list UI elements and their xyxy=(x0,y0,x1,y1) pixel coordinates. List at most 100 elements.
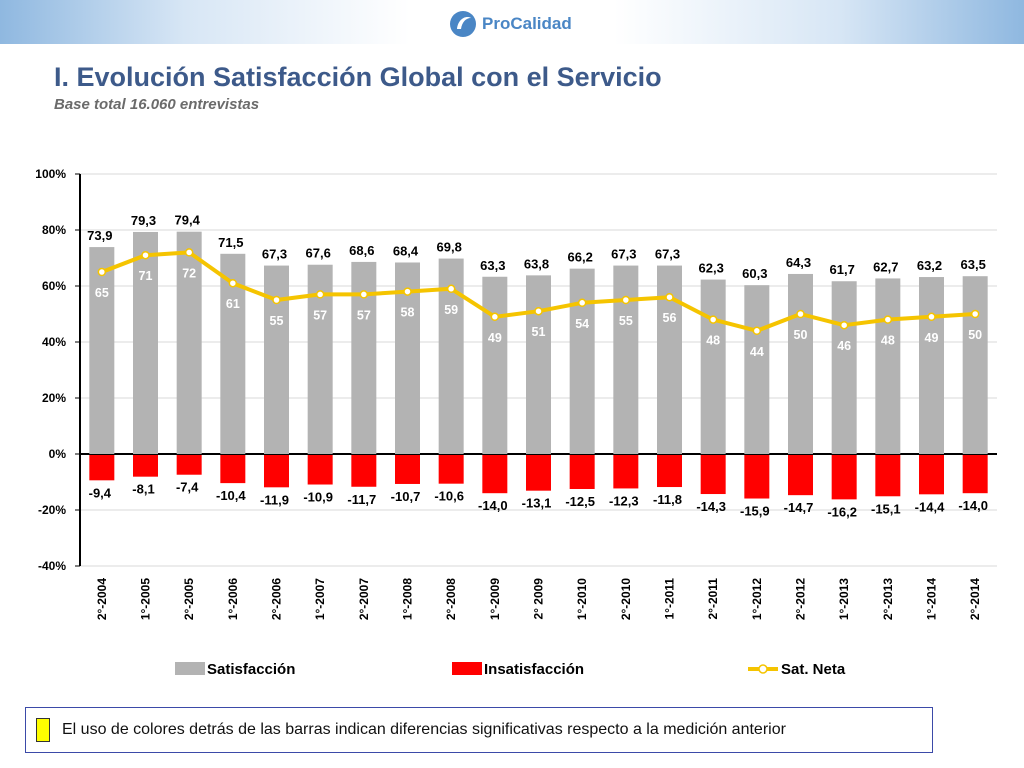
satisfaction-label: 66,2 xyxy=(568,250,593,265)
dissatisfaction-label: -14,4 xyxy=(915,499,945,514)
satisfaction-label: 61,7 xyxy=(830,262,855,277)
dissatisfaction-bar xyxy=(176,455,202,475)
dissatisfaction-label: -14,7 xyxy=(784,500,814,515)
dissatisfaction-label: -11,9 xyxy=(260,492,289,507)
net-label: 49 xyxy=(488,331,502,345)
x-tick-label: 2°-2013 xyxy=(881,578,895,620)
x-tick-label: 2°-2005 xyxy=(182,578,196,620)
satisfaction-label: 64,3 xyxy=(786,255,811,270)
x-tick-label: 2°-2006 xyxy=(270,578,284,620)
net-label: 59 xyxy=(444,303,458,317)
legend-swatch-dissatisfaction xyxy=(452,662,482,675)
net-point xyxy=(796,309,805,319)
legend-label-satisfaction: Satisfacción xyxy=(207,661,295,678)
satisfaction-bar xyxy=(482,276,508,454)
page-subtitle: Base total 16.060 entrevistas xyxy=(54,96,260,113)
note-text: El uso de colores detrás de las barras i… xyxy=(62,721,786,738)
dissatisfaction-bar xyxy=(831,455,857,500)
dissatisfaction-bar xyxy=(220,455,246,484)
satisfaction-bar xyxy=(831,281,857,454)
dissatisfaction-label: -8,1 xyxy=(132,482,154,497)
x-tick-label: 1°-2008 xyxy=(401,578,415,620)
net-label: 48 xyxy=(881,334,895,348)
dissatisfaction-bar xyxy=(482,455,508,494)
legend-label-dissatisfaction: Insatisfacción xyxy=(484,661,584,678)
page-title: I. Evolución Satisfacción Global con el … xyxy=(54,62,662,92)
dissatisfaction-label: -14,0 xyxy=(478,498,508,513)
net-point xyxy=(534,306,543,316)
dissatisfaction-bar xyxy=(700,455,726,495)
x-tick-label: 1°-2009 xyxy=(488,578,502,620)
dissatisfaction-label: -14,3 xyxy=(696,499,726,514)
satisfaction-label: 62,7 xyxy=(873,259,898,274)
net-label: 57 xyxy=(357,308,371,322)
logo-icon xyxy=(450,11,476,37)
dissatisfaction-label: -10,7 xyxy=(391,489,421,504)
satisfaction-label: 63,5 xyxy=(961,257,986,272)
satisfaction-bar xyxy=(744,285,770,454)
dissatisfaction-label: -10,4 xyxy=(216,488,246,503)
net-label: 54 xyxy=(575,317,589,331)
dissatisfaction-bar xyxy=(875,455,901,497)
net-label: 61 xyxy=(226,297,240,311)
dissatisfaction-bar xyxy=(569,455,595,489)
satisfaction-label: 79,4 xyxy=(175,213,201,228)
satisfaction-label: 67,3 xyxy=(262,247,287,262)
dissatisfaction-label: -12,5 xyxy=(565,494,595,509)
net-point xyxy=(403,287,412,296)
x-tick-label: 1°-2010 xyxy=(575,578,589,620)
dissatisfaction-label: -12,3 xyxy=(609,493,639,508)
satisfaction-bar xyxy=(176,231,202,454)
net-point xyxy=(839,320,849,330)
dissatisfaction-label: -13,1 xyxy=(522,496,552,511)
x-tick-label: 1°-2013 xyxy=(837,578,851,620)
net-point xyxy=(577,298,587,308)
x-tick-label: 2°-2012 xyxy=(794,578,808,620)
net-point xyxy=(665,292,674,302)
x-tick-label: 2°-2004 xyxy=(95,578,109,620)
satisfaction-bar xyxy=(613,265,639,454)
dissatisfaction-label: -9,4 xyxy=(89,485,112,500)
dissatisfaction-label: -11,8 xyxy=(653,492,682,507)
x-tick-label: 1°-2006 xyxy=(226,578,240,620)
satisfaction-label: 79,3 xyxy=(131,213,156,228)
satisfaction-bar xyxy=(526,275,551,454)
net-label: 56 xyxy=(663,311,677,325)
net-label: 55 xyxy=(270,314,284,328)
dissatisfaction-bar xyxy=(89,455,115,481)
logo-text: ProCalidad xyxy=(482,14,572,33)
dissatisfaction-label: -10,9 xyxy=(303,490,333,505)
x-tick-label: 2° 2009 xyxy=(532,578,546,620)
dissatisfaction-bar xyxy=(395,455,420,484)
x-tick-label: 2°-2011 xyxy=(706,578,720,620)
satisfaction-bar xyxy=(788,273,813,454)
satisfaction-label: 62,3 xyxy=(699,261,724,276)
satisfaction-label: 63,8 xyxy=(524,256,549,271)
satisfaction-label: 69,8 xyxy=(437,240,462,255)
y-tick-label: -40% xyxy=(38,559,66,573)
satisfaction-bar xyxy=(919,277,944,454)
net-label: 50 xyxy=(968,328,982,342)
dissatisfaction-bar xyxy=(526,455,551,491)
x-tick-label: 2°-2007 xyxy=(357,578,371,620)
satisfaction-label: 68,6 xyxy=(349,243,374,258)
dissatisfaction-bar xyxy=(962,455,988,494)
net-point xyxy=(359,290,369,299)
net-point xyxy=(228,278,238,288)
note-swatch xyxy=(36,718,50,742)
net-label: 57 xyxy=(313,308,327,322)
y-tick-label: 80% xyxy=(42,223,66,237)
net-label: 50 xyxy=(794,328,808,342)
net-label: 65 xyxy=(95,286,109,300)
x-tick-label: 1°-2007 xyxy=(313,578,327,620)
dissatisfaction-label: -16,2 xyxy=(827,504,857,519)
satisfaction-label: 71,5 xyxy=(218,235,243,250)
net-point xyxy=(621,295,631,305)
dissatisfaction-label: -10,6 xyxy=(434,489,464,504)
dissatisfaction-bar xyxy=(133,455,158,477)
satisfaction-bar xyxy=(962,276,988,454)
dissatisfaction-bar xyxy=(264,455,289,488)
net-label: 58 xyxy=(401,306,415,320)
net-point xyxy=(446,284,456,294)
net-label: 46 xyxy=(837,339,851,353)
